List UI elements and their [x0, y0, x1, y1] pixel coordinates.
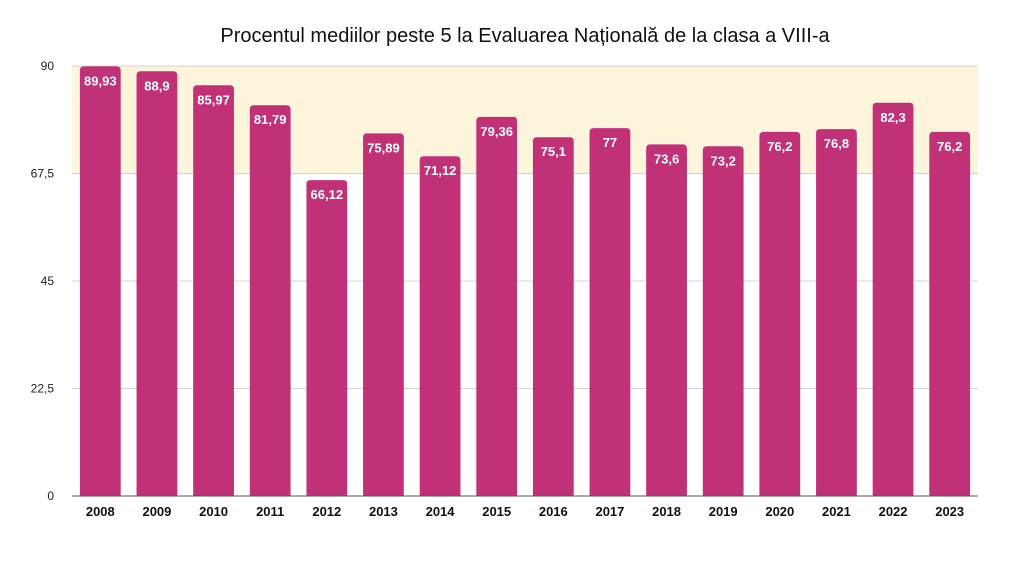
bar [816, 129, 857, 497]
x-tick-label: 2016 [539, 504, 568, 519]
data-label: 75,89 [367, 140, 400, 155]
y-tick-label: 45 [41, 274, 55, 288]
data-label: 85,97 [197, 92, 230, 107]
x-tick-label: 2019 [709, 504, 738, 519]
bar [589, 128, 631, 496]
x-tick-label: 2017 [595, 504, 624, 519]
x-tick-label: 2013 [369, 504, 398, 519]
bar [306, 180, 348, 497]
y-tick-label: 0 [47, 489, 54, 503]
data-labels: 89,93 88,9 85,97 81,79 66,12 75,89 71,12 79,36 7… [84, 73, 962, 202]
data-label: 89,93 [84, 73, 117, 88]
data-label: 66,12 [311, 187, 344, 202]
bar [363, 133, 404, 497]
bar [759, 131, 801, 496]
bar [136, 71, 178, 496]
y-tick-label: 67,5 [31, 167, 55, 181]
data-label: 76,2 [767, 139, 792, 154]
x-tick-label: 2011 [256, 504, 284, 519]
x-tick-label: 2015 [482, 504, 511, 519]
bar [193, 85, 234, 496]
bar [419, 156, 461, 496]
bars [79, 66, 971, 497]
x-tick-label: 2012 [312, 504, 341, 519]
x-axis-ticks: 2008 2009 2010 2011 2012 2013 2014 2015 2016 2017… [86, 504, 964, 519]
data-label: 79,36 [480, 124, 513, 139]
y-axis-ticks: 0 22,5 45 67,5 90 [31, 59, 55, 503]
bar [646, 144, 687, 496]
data-label: 76,2 [937, 139, 962, 154]
data-label: 81,79 [254, 112, 287, 127]
y-tick-label: 22,5 [31, 382, 55, 396]
chart-title: Procentul mediilor peste 5 la Evaluarea … [220, 25, 830, 47]
bar [249, 105, 291, 496]
x-tick-label: 2020 [765, 504, 794, 519]
bar [702, 146, 744, 496]
data-label: 73,2 [711, 153, 736, 168]
x-tick-label: 2014 [426, 504, 456, 519]
data-label: 73,6 [654, 151, 679, 166]
y-tick-label: 90 [41, 59, 55, 73]
data-label: 76,8 [824, 136, 849, 151]
data-label: 82,3 [880, 110, 905, 125]
data-label: 88,9 [144, 78, 169, 93]
x-tick-label: 2010 [199, 504, 228, 519]
bar [476, 116, 518, 496]
bar [532, 137, 574, 496]
bar [872, 102, 914, 497]
bar [929, 131, 971, 496]
x-tick-label: 2008 [86, 504, 115, 519]
x-tick-label: 2023 [935, 504, 964, 519]
data-label: 77 [603, 135, 617, 150]
x-tick-label: 2009 [142, 504, 171, 519]
data-label: 75,1 [541, 144, 566, 159]
x-tick-label: 2021 [822, 504, 851, 519]
x-tick-label: 2022 [879, 504, 908, 519]
data-label: 71,12 [424, 163, 457, 178]
bar [79, 66, 121, 496]
x-tick-label: 2018 [652, 504, 681, 519]
